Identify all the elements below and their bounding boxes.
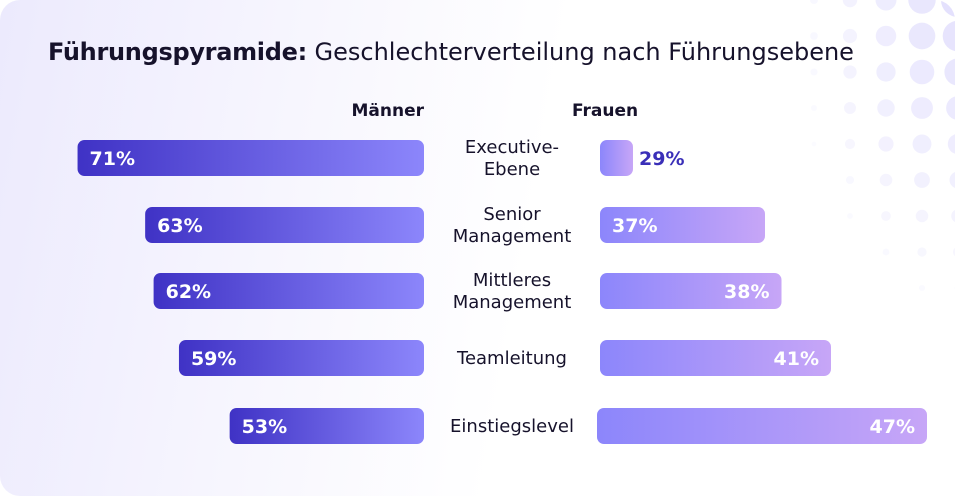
decor-dot	[919, 285, 925, 291]
decor-dot	[810, 32, 818, 40]
decor-dot	[876, 62, 896, 82]
decor-dot	[843, 65, 857, 79]
category-label: Executive-Ebene	[465, 137, 559, 180]
decor-dot	[877, 99, 895, 117]
bar-men	[77, 140, 425, 176]
data-label-women: 41%	[774, 348, 819, 370]
decor-dot	[941, 0, 955, 17]
decor-dot	[915, 209, 929, 223]
dot-grid	[810, 0, 955, 291]
chart-title: Führungspyramide: Geschlechterverteilung…	[48, 38, 854, 66]
decor-dot	[882, 248, 890, 256]
decor-dot	[842, 0, 858, 8]
chart-title-bold: Führungspyramide:	[48, 38, 307, 66]
decor-dot	[908, 0, 936, 14]
decor-dot	[879, 173, 893, 187]
data-label-women: 29%	[639, 148, 684, 170]
decor-dot	[909, 59, 935, 85]
decor-dot	[914, 172, 930, 188]
decor-dot	[911, 97, 933, 119]
decor-dot	[917, 247, 927, 257]
data-label-men: 53%	[242, 416, 287, 438]
chart-title-rest: Geschlechterverteilung nach Führungseben…	[306, 38, 854, 66]
bar-men	[153, 273, 424, 309]
bar-men	[229, 408, 424, 444]
decor-dot	[811, 141, 817, 147]
decor-dot	[881, 211, 891, 221]
data-label-women: 47%	[870, 416, 915, 438]
data-label-women: 37%	[612, 215, 657, 237]
data-label-women: 38%	[724, 281, 769, 303]
data-label-men: 59%	[191, 348, 236, 370]
decor-dot	[878, 136, 894, 152]
decor-dot	[842, 28, 858, 44]
data-label-men: 63%	[157, 215, 202, 237]
decor-dot	[952, 247, 955, 257]
data-label-men: 71%	[90, 148, 135, 170]
bar-women	[597, 408, 927, 444]
decor-dot	[875, 0, 897, 11]
category-label: Einstiegslevel	[450, 416, 574, 437]
decor-dot	[845, 175, 855, 185]
category-label: Mittleres Management	[453, 270, 572, 313]
decor-dot	[944, 58, 955, 86]
decor-dot	[949, 172, 955, 188]
decor-dot	[810, 0, 818, 4]
bar-women	[600, 207, 765, 243]
decor-dot	[875, 25, 897, 47]
data-label-men: 62%	[166, 281, 211, 303]
decor-dot	[847, 213, 853, 219]
decor-dot	[908, 22, 936, 50]
decor-dot	[947, 134, 955, 154]
decor-dot	[942, 21, 955, 51]
bar-women	[600, 340, 831, 376]
bar-women	[600, 140, 633, 176]
category-label: Teamleitung	[456, 348, 567, 369]
decor-dot	[946, 96, 955, 120]
decor-dot	[844, 102, 856, 114]
bar-women	[600, 273, 782, 309]
decor-dot	[844, 138, 856, 150]
decor-dot	[951, 209, 955, 223]
decor-dot	[912, 134, 932, 154]
category-label: Senior Management	[453, 204, 572, 247]
bar-men	[145, 207, 424, 243]
bar-men	[178, 340, 424, 376]
series-header-women: Frauen	[572, 101, 638, 121]
series-header-men: Männer	[351, 101, 424, 121]
decor-dot	[810, 68, 818, 76]
decor-dot	[810, 104, 818, 112]
